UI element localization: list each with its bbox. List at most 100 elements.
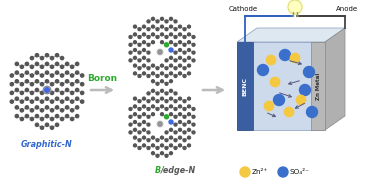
Circle shape bbox=[170, 128, 173, 131]
Circle shape bbox=[30, 91, 33, 94]
Circle shape bbox=[138, 43, 141, 46]
Circle shape bbox=[138, 74, 141, 77]
Circle shape bbox=[170, 72, 173, 75]
Circle shape bbox=[40, 91, 43, 94]
Circle shape bbox=[134, 72, 137, 75]
Circle shape bbox=[170, 113, 173, 116]
Circle shape bbox=[188, 56, 191, 59]
Circle shape bbox=[164, 115, 169, 119]
Circle shape bbox=[165, 92, 168, 95]
Circle shape bbox=[56, 115, 59, 118]
FancyArrowPatch shape bbox=[289, 81, 299, 84]
Circle shape bbox=[35, 80, 39, 83]
Circle shape bbox=[160, 41, 163, 44]
Circle shape bbox=[152, 113, 155, 116]
Circle shape bbox=[66, 80, 69, 83]
Circle shape bbox=[188, 41, 191, 44]
Text: Boron: Boron bbox=[87, 74, 117, 83]
Circle shape bbox=[170, 64, 173, 67]
Circle shape bbox=[165, 82, 168, 85]
Circle shape bbox=[178, 33, 181, 36]
Circle shape bbox=[134, 41, 137, 44]
Circle shape bbox=[81, 83, 84, 86]
Circle shape bbox=[174, 131, 177, 134]
Circle shape bbox=[35, 62, 39, 66]
Circle shape bbox=[10, 100, 14, 103]
Circle shape bbox=[134, 25, 137, 28]
Circle shape bbox=[60, 109, 64, 112]
Circle shape bbox=[15, 97, 18, 100]
Circle shape bbox=[134, 105, 137, 108]
Circle shape bbox=[56, 80, 59, 83]
Circle shape bbox=[178, 121, 181, 123]
Circle shape bbox=[142, 41, 145, 44]
Circle shape bbox=[192, 43, 195, 46]
Circle shape bbox=[152, 80, 155, 83]
Circle shape bbox=[156, 92, 159, 95]
Circle shape bbox=[160, 152, 163, 155]
Circle shape bbox=[147, 146, 150, 149]
Circle shape bbox=[142, 72, 145, 75]
Circle shape bbox=[45, 71, 49, 74]
Circle shape bbox=[160, 105, 163, 108]
Circle shape bbox=[178, 56, 181, 59]
Circle shape bbox=[71, 83, 74, 86]
Circle shape bbox=[160, 136, 163, 139]
Circle shape bbox=[81, 74, 84, 77]
Circle shape bbox=[45, 62, 49, 66]
Circle shape bbox=[60, 117, 64, 121]
Circle shape bbox=[165, 67, 168, 70]
Circle shape bbox=[138, 51, 141, 54]
Circle shape bbox=[60, 65, 64, 68]
Circle shape bbox=[15, 88, 18, 92]
Circle shape bbox=[142, 121, 145, 123]
Circle shape bbox=[129, 123, 132, 126]
Circle shape bbox=[66, 115, 69, 118]
Circle shape bbox=[192, 115, 195, 118]
Circle shape bbox=[66, 97, 69, 100]
Circle shape bbox=[160, 25, 163, 28]
Circle shape bbox=[160, 89, 163, 92]
Circle shape bbox=[15, 115, 18, 118]
Polygon shape bbox=[237, 42, 253, 130]
Circle shape bbox=[156, 154, 159, 157]
Circle shape bbox=[129, 108, 132, 110]
Circle shape bbox=[174, 20, 177, 23]
Circle shape bbox=[156, 67, 159, 70]
Circle shape bbox=[142, 144, 145, 147]
Circle shape bbox=[25, 80, 29, 83]
Circle shape bbox=[20, 65, 24, 68]
Circle shape bbox=[40, 100, 43, 103]
Circle shape bbox=[188, 113, 191, 116]
Circle shape bbox=[178, 72, 181, 75]
Circle shape bbox=[75, 80, 79, 83]
Circle shape bbox=[75, 62, 79, 66]
Circle shape bbox=[71, 74, 74, 77]
FancyArrowPatch shape bbox=[280, 93, 291, 97]
Circle shape bbox=[60, 100, 64, 103]
Circle shape bbox=[134, 56, 137, 59]
Circle shape bbox=[165, 28, 168, 31]
Circle shape bbox=[192, 108, 195, 110]
Circle shape bbox=[147, 43, 150, 46]
Circle shape bbox=[152, 72, 155, 75]
Circle shape bbox=[142, 49, 145, 51]
Circle shape bbox=[129, 131, 132, 134]
Circle shape bbox=[40, 126, 43, 129]
Circle shape bbox=[156, 139, 159, 142]
Circle shape bbox=[75, 97, 79, 100]
Circle shape bbox=[183, 146, 186, 149]
Circle shape bbox=[188, 49, 191, 51]
Circle shape bbox=[35, 123, 39, 126]
Circle shape bbox=[165, 131, 168, 134]
Circle shape bbox=[71, 109, 74, 112]
Circle shape bbox=[35, 115, 39, 118]
Polygon shape bbox=[311, 42, 325, 130]
Circle shape bbox=[152, 97, 155, 100]
Circle shape bbox=[160, 80, 163, 83]
Circle shape bbox=[25, 115, 29, 118]
Circle shape bbox=[66, 71, 69, 74]
Circle shape bbox=[178, 144, 181, 147]
Circle shape bbox=[40, 83, 43, 86]
Circle shape bbox=[170, 25, 173, 28]
